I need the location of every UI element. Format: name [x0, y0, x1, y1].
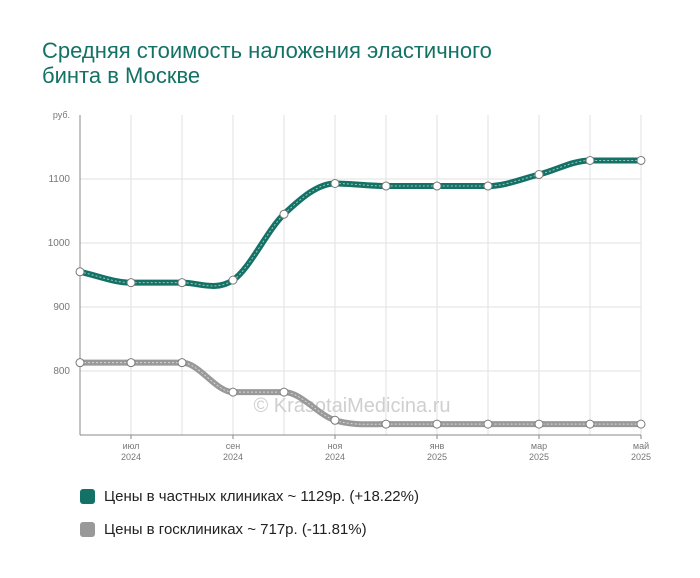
data-point-public: [228, 387, 238, 397]
series: [75, 155, 646, 429]
y-tick-label: 1000: [48, 238, 71, 249]
data-point-public: [636, 419, 646, 429]
legend-label-private: Цены в частных клиниках ~ 1129р. (+18.22…: [104, 487, 419, 505]
data-point-public: [534, 419, 544, 429]
data-point-private: [279, 209, 289, 219]
data-point-private: [177, 278, 187, 288]
data-point-public: [177, 358, 187, 368]
x-tick-label-month: май: [633, 441, 649, 451]
data-point-public: [75, 358, 85, 368]
x-tick-label-year: 2024: [121, 452, 141, 462]
legend-item-public[interactable]: Цены в госклиниках ~ 717р. (-11.81%): [80, 519, 367, 539]
x-tick-label-year: 2024: [325, 452, 345, 462]
grid: [79, 115, 642, 435]
data-point-private: [381, 181, 391, 191]
x-tick-label-month: ноя: [328, 441, 343, 451]
data-point-public: [432, 419, 442, 429]
data-point-private: [432, 181, 442, 191]
data-point-public: [483, 419, 493, 429]
data-point-private: [330, 178, 340, 188]
x-tick-label-month: июл: [123, 441, 140, 451]
legend-swatch-private: [80, 488, 95, 504]
legend-label-public: Цены в госклиниках ~ 717р. (-11.81%): [104, 520, 367, 538]
data-point-public: [585, 419, 595, 429]
data-point-private: [585, 155, 595, 165]
data-point-public: [381, 419, 391, 429]
y-tick-label: 800: [53, 366, 70, 377]
y-tick-label: 1100: [48, 174, 70, 185]
x-tick-label-year: 2024: [223, 452, 243, 462]
y-tick-label: 900: [53, 302, 70, 313]
x-tick-label-year: 2025: [427, 452, 447, 462]
data-point-private: [126, 278, 136, 288]
chart-title-line-1: Средняя стоимость наложения эластичного: [42, 38, 492, 63]
y-unit-label: руб.: [53, 110, 70, 120]
chart-title-line-2: бинта в Москве: [42, 63, 201, 88]
data-point-private: [228, 275, 238, 285]
data-point-public: [330, 415, 340, 425]
data-point-private: [75, 267, 85, 277]
x-tick-label-month: янв: [430, 441, 445, 451]
x-tick-label-month: сен: [226, 441, 241, 451]
data-point-private: [636, 155, 646, 165]
watermark: © KrasotaiMedicina.ru: [253, 395, 450, 417]
chart-title: Средняя стоимость наложения эластичного …: [42, 38, 602, 88]
legend-item-private[interactable]: Цены в частных клиниках ~ 1129р. (+18.22…: [80, 486, 419, 506]
x-tick-label-year: 2025: [631, 452, 651, 462]
data-point-private: [534, 170, 544, 180]
data-point-public: [126, 358, 136, 368]
data-point-public: [279, 387, 289, 397]
data-point-private: [483, 181, 493, 191]
legend-swatch-public: [80, 521, 95, 537]
x-tick-label-year: 2025: [529, 452, 549, 462]
x-tick-label-month: мар: [531, 441, 547, 451]
